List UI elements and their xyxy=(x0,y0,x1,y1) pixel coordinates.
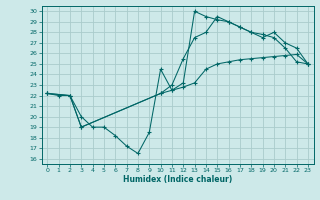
X-axis label: Humidex (Indice chaleur): Humidex (Indice chaleur) xyxy=(123,175,232,184)
